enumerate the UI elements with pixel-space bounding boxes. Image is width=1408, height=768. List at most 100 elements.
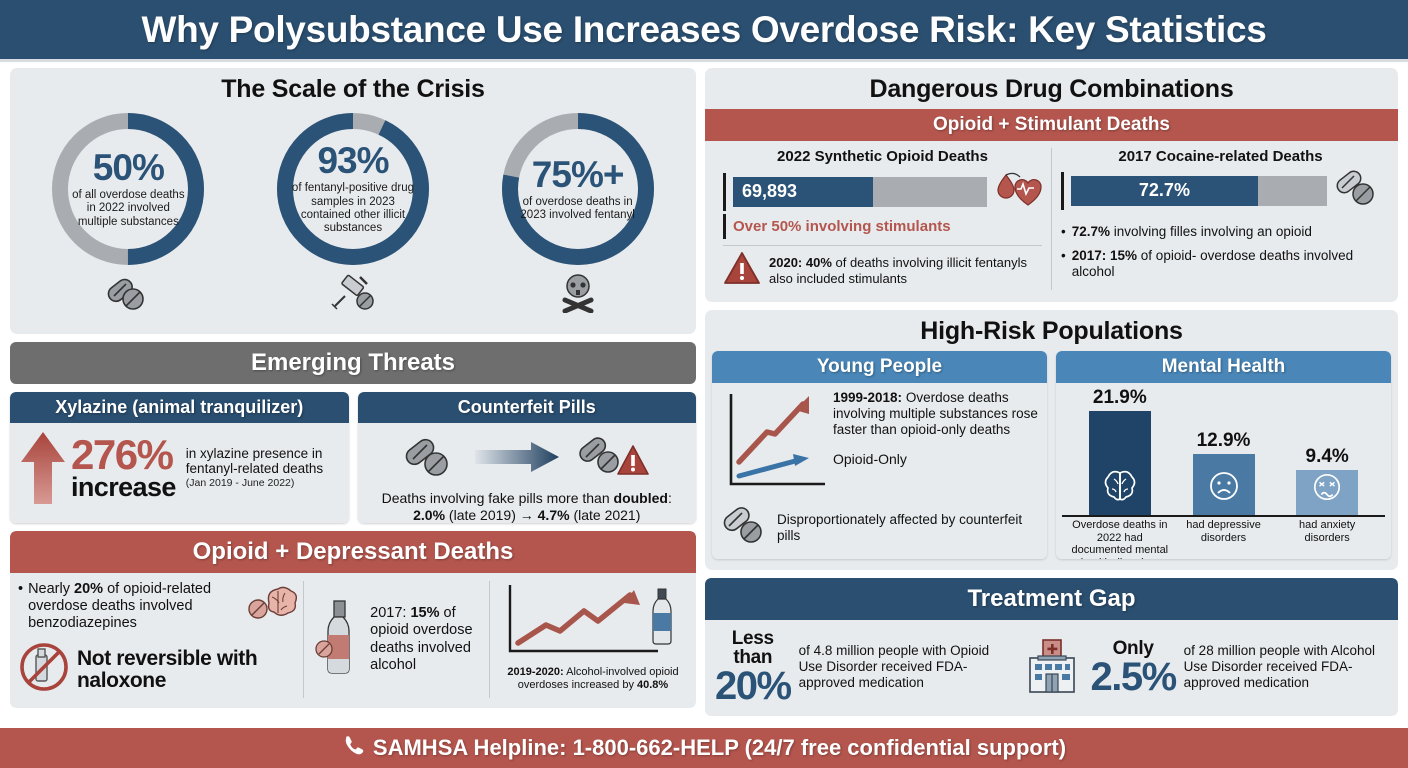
yp-stat-rest: Overdose deaths involving multiple subst…	[833, 390, 1038, 437]
stimulant-note: Over 50% involving stimulants	[723, 214, 1042, 239]
xylazine-title: Xylazine (animal tranquilizer)	[10, 392, 349, 423]
left-column: The Scale of the Crisis 50% of all overd…	[10, 68, 696, 734]
donut-caption-3: of overdose deaths in 2023 involved fent…	[520, 195, 635, 221]
tg-pct-1: 20%	[715, 664, 792, 708]
arrow-right-icon	[474, 440, 559, 479]
pills-icon	[721, 505, 769, 550]
bottle-pill-icon	[312, 597, 364, 682]
bullet-dot: •	[1061, 224, 1066, 239]
page-header: Why Polysubstance Use Increases Overdose…	[0, 0, 1408, 62]
page-title: Why Polysubstance Use Increases Overdose…	[141, 8, 1267, 50]
benzo-bullet: • Nearly 20% of opioid-related overdose …	[18, 581, 243, 632]
cf-line1-post: :	[667, 490, 672, 506]
xylazine-timeframe: (Jan 2019 - June 2022)	[185, 476, 295, 489]
counterfeit-pills-card: Counterfeit Pills	[357, 392, 696, 523]
mh-label-2: had depressive disorders	[1186, 519, 1261, 544]
cocaine-b1-bold: 72.7%	[1071, 224, 1111, 239]
sad-face-icon	[1208, 470, 1240, 507]
bar-fill: 69,893	[733, 176, 873, 207]
trend-cap-mid: Alcohol-involved opioid overdoses increa…	[517, 666, 679, 692]
donut-chart-2: 93% of fentanyl-positive drug samples in…	[273, 109, 433, 269]
mental-health-body: 21.9%	[1056, 383, 1391, 559]
donut-caption-1: of all overdose deaths in 2022 involved …	[72, 189, 185, 228]
tg-lead-2: Only	[1112, 637, 1154, 659]
mh-bar-group-1: 21.9%	[1068, 387, 1172, 515]
young-people-body: 1999-2018: Overdose deaths involving mul…	[712, 383, 1047, 559]
no-naloxone-icon	[18, 641, 70, 698]
xylazine-increase-word: increase	[71, 472, 176, 503]
trend-cap-bold: 2019-2020:	[507, 666, 564, 678]
combos-title: Dangerous Drug Combinations	[869, 75, 1234, 103]
mh-bar-1	[1088, 411, 1151, 515]
cocaine-bullet-1: • 72.7% involving filles involving an op…	[1061, 224, 1380, 240]
high-risk-title: High-Risk Populations	[920, 317, 1183, 345]
donut-caption-2: of fentanyl-positive drug samples in 202…	[291, 182, 415, 235]
brain-pill-icon	[245, 581, 298, 630]
donut-percent-2: 93%	[317, 140, 389, 182]
emerging-threats-band: Emerging Threats	[10, 342, 696, 384]
mh-bar-2	[1192, 454, 1255, 515]
yp-stat-bold: 1999-2018:	[833, 390, 903, 405]
xylazine-description: in xylazine presence in fentanyl-related…	[185, 446, 324, 476]
opioid-depressant-body: • Nearly 20% of opioid-related overdose …	[10, 573, 696, 709]
counterfeit-body: Deaths involving fake pills more than do…	[357, 423, 696, 523]
syringe-icon	[327, 273, 379, 313]
high-risk-cards: Young People	[705, 351, 1398, 566]
tg-lead-1: Less than	[731, 628, 774, 668]
trend-cap-bold2: 40.8%	[637, 679, 669, 692]
hospital-icon	[1021, 634, 1083, 701]
treatment-gap-item-1: Less than 20% of 4.8 million people with…	[715, 628, 1013, 708]
high-risk-panel: High-Risk Populations Young People	[705, 310, 1398, 570]
mental-health-x-labels: Overdose deaths in 2022 had documented m…	[1062, 517, 1385, 559]
two-trend-lines-icon	[721, 390, 827, 499]
rising-line-bottle-icon	[498, 585, 688, 663]
cocaine-half: 2017 Cocaine-related Deaths 72.7%	[1051, 148, 1389, 290]
young-people-stat: 1999-2018: Overdose deaths involving mul…	[833, 390, 1038, 437]
fentanyl-warning-row: 2020: 40% of deaths involving illicit fe…	[723, 251, 1042, 290]
counterfeit-title: Counterfeit Pills	[357, 392, 696, 423]
bar-track: 69,893	[733, 176, 987, 207]
footer-text: SAMHSA Helpline: 1-800-662-HELP (24/7 fr…	[372, 735, 1067, 760]
mental-health-bar-chart: 21.9%	[1062, 387, 1385, 517]
combos-body: 2022 Synthetic Opioid Deaths 69,893	[705, 141, 1398, 299]
synthetic-opioid-bar-row: 69,893	[723, 169, 1042, 214]
bar-axis	[723, 172, 726, 211]
cf-line2-b-note: (late 2021)	[569, 506, 641, 523]
warning-triangle-icon	[723, 251, 761, 290]
xylazine-card: Xylazine (animal tranquilizer) 276%	[10, 392, 349, 523]
donut-percent-1: 50%	[92, 147, 165, 188]
cocaine-bullet-2: • 2017: 15% of opioid- overdose deaths i…	[1061, 248, 1380, 280]
donut-unit-1: 50% of all overdose deaths in 2022 invol…	[21, 109, 236, 313]
young-people-card: Young People	[712, 351, 1047, 559]
treatment-gap-band: Treatment Gap	[705, 578, 1398, 620]
mh-label-3: had anxiety disorders	[1299, 519, 1356, 544]
benzo-pre: Nearly	[28, 581, 75, 597]
donut-chart-1: 50% of all overdose deaths in 2022 invol…	[48, 109, 208, 269]
dangerous-combos-panel: Dangerous Drug Combinations Opioid + Sti…	[705, 68, 1398, 302]
emerging-threats-cards: Xylazine (animal tranquilizer) 276%	[10, 392, 696, 523]
cocaine-value: 72.7%	[1138, 180, 1190, 200]
phone-icon	[342, 734, 364, 762]
mh-value-3: 9.4%	[1305, 446, 1349, 467]
opioid-stimulant-band: Opioid + Stimulant Deaths	[705, 109, 1398, 141]
content-grid: The Scale of the Crisis 50% of all overd…	[0, 62, 1408, 734]
opioid-depressant-band: Opioid + Depressant Deaths	[10, 531, 696, 573]
alcohol-bold: 15%	[410, 604, 440, 621]
synthetic-opioid-half: 2022 Synthetic Opioid Deaths 69,893	[714, 148, 1051, 290]
cf-line2-a-note: (late 2019) →	[445, 506, 538, 523]
young-people-band: Young People	[712, 351, 1047, 383]
anxious-face-icon	[1312, 472, 1342, 507]
pills-icon	[1334, 169, 1380, 212]
alcohol-pre: 2017:	[370, 604, 411, 621]
warn-rest: of deaths involving illicit fentanyls al…	[769, 254, 1027, 286]
tg-desc-2: of 28 million people with Alcohol Use Di…	[1183, 642, 1376, 691]
cocaine-b1-rest: involving filles involving an opioid	[1110, 224, 1312, 239]
fentanyl-warning-text: 2020: 40% of deaths involving illicit fe…	[769, 255, 1042, 286]
blood-heart-icon	[994, 169, 1042, 214]
donut-chart-3: 75%+ of overdose deaths in 2023 involved…	[498, 109, 658, 269]
tg-pct-2: 2.5%	[1090, 654, 1178, 699]
donut-percent-3: 75%+	[531, 153, 625, 195]
up-arrow-icon	[21, 432, 65, 504]
mh-bar-group-2: 12.9%	[1172, 430, 1276, 515]
cocaine-caption: 2017 Cocaine-related Deaths	[1118, 148, 1323, 165]
